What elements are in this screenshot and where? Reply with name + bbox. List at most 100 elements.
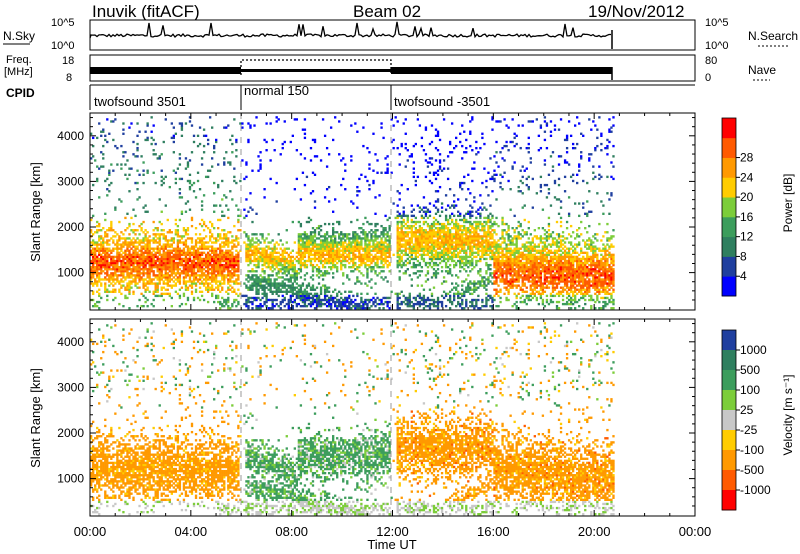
power-cell <box>471 245 474 248</box>
power-cell <box>96 272 99 275</box>
power-cell <box>489 247 492 250</box>
power-cell <box>154 241 157 244</box>
power-cell <box>364 253 367 257</box>
power-cell <box>477 280 480 283</box>
power-cell <box>457 235 460 238</box>
power-cell <box>114 278 117 281</box>
power-cell <box>237 300 240 304</box>
power-cell <box>206 142 210 146</box>
power-cell <box>213 151 216 154</box>
power-cell <box>438 235 442 238</box>
power-cell <box>233 268 236 271</box>
power-cell <box>144 235 147 238</box>
power-cell <box>261 253 264 257</box>
power-cell <box>438 261 442 265</box>
power-cell <box>223 259 226 263</box>
power-cell <box>120 286 123 289</box>
power-cell <box>144 210 147 213</box>
power-cell <box>217 284 220 287</box>
power-cell <box>354 237 357 240</box>
power-cell <box>265 280 268 283</box>
power-cell <box>321 255 325 259</box>
power-cell <box>106 294 109 298</box>
power-cell <box>317 302 321 306</box>
power-cell <box>469 300 472 304</box>
power-cell <box>265 294 268 298</box>
power-cell <box>323 294 327 298</box>
power-cell <box>410 245 413 248</box>
power-cell <box>471 231 474 234</box>
power-cell <box>442 235 446 238</box>
power-cell <box>459 265 462 269</box>
power-cell <box>190 284 194 287</box>
power-cell <box>233 261 236 265</box>
power-cell <box>412 214 415 218</box>
power-cell <box>194 263 198 267</box>
power-cell <box>368 253 371 257</box>
power-cell <box>116 261 119 265</box>
power-cell <box>154 284 157 287</box>
power-cell <box>432 245 436 248</box>
power-cell <box>277 118 280 121</box>
power-cell <box>102 259 105 263</box>
power-cell <box>211 294 214 298</box>
power-cell <box>255 290 258 293</box>
power-cell <box>178 196 182 199</box>
power-cell <box>428 210 432 213</box>
power-cell <box>404 272 407 275</box>
power-cell <box>469 259 472 263</box>
power-cell <box>148 259 151 263</box>
power-cell <box>233 245 236 248</box>
power-cell <box>106 265 109 269</box>
power-cell <box>307 237 311 240</box>
power-cell <box>283 282 286 285</box>
power-cell <box>263 284 266 287</box>
power-cell <box>346 243 349 246</box>
power-cell <box>176 235 180 238</box>
power-cell <box>251 288 254 291</box>
power-cell <box>273 255 276 259</box>
power-cell <box>142 239 145 242</box>
power-cell <box>406 300 409 304</box>
power-cell <box>237 229 240 232</box>
power-cell <box>281 280 284 283</box>
power-cell <box>128 253 131 257</box>
power-cell <box>168 249 171 252</box>
power-cell <box>448 206 452 209</box>
power-cell <box>202 245 206 248</box>
power-cell <box>152 282 155 285</box>
power-cell <box>477 247 480 250</box>
power-cell <box>483 206 486 209</box>
power-cell <box>299 251 303 254</box>
power-cell <box>211 284 214 287</box>
power-cell <box>450 245 454 248</box>
power-cell <box>156 284 159 287</box>
power-cell <box>249 270 252 273</box>
power-cell <box>446 227 450 230</box>
power-cell <box>319 259 323 263</box>
power-cell <box>217 265 220 269</box>
power-cell <box>450 247 454 250</box>
power-cell <box>291 134 294 138</box>
power-cell <box>420 214 424 218</box>
power-cell <box>323 296 327 300</box>
power-cell <box>229 288 232 291</box>
power-cell <box>162 282 165 285</box>
power-cell <box>382 241 385 244</box>
power-cell <box>370 278 373 281</box>
power-cell <box>128 190 131 193</box>
power-cell <box>180 302 184 306</box>
power-cell <box>315 249 319 252</box>
power-cell <box>455 304 458 308</box>
power-cell <box>406 257 409 261</box>
power-cell <box>122 268 125 271</box>
power-cell <box>126 263 129 267</box>
power-cell <box>208 235 212 238</box>
power-cell <box>309 302 313 306</box>
power-cell <box>364 282 367 285</box>
power-cell <box>96 165 99 168</box>
power-cell <box>362 247 365 250</box>
power-cell <box>148 265 151 269</box>
power-cell <box>116 247 119 250</box>
power-cell <box>471 210 474 213</box>
